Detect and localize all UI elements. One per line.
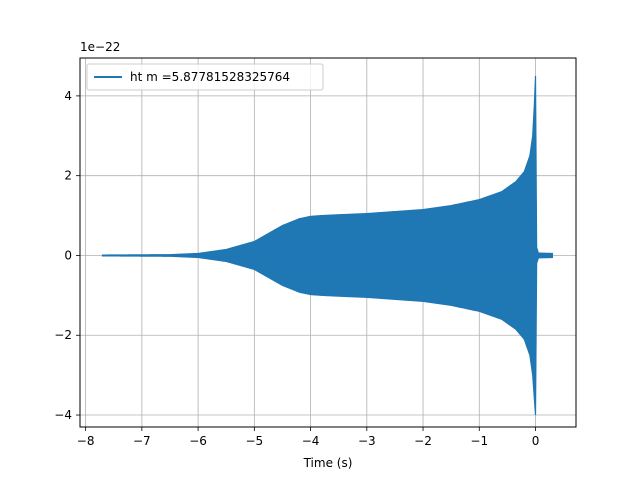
y-offset-label: 1e−22	[80, 40, 120, 54]
x-tick-label: −7	[133, 434, 151, 448]
legend-box	[86, 63, 324, 91]
axes-frame	[79, 57, 577, 428]
y-tick-label: −4	[54, 408, 72, 422]
x-tick-label: −4	[302, 434, 320, 448]
y-tick-label: 4	[64, 89, 72, 103]
x-tick-label: −1	[470, 434, 488, 448]
legend-label: ht m =5.87781528325764	[130, 70, 290, 84]
y-tick-label: 2	[64, 169, 72, 183]
y-tick-label: −2	[54, 328, 72, 342]
legend: ht m =5.87781528325764	[86, 63, 324, 91]
x-tick-label: −5	[245, 434, 263, 448]
x-tick-label: −8	[77, 434, 95, 448]
x-tick-label: −3	[358, 434, 376, 448]
x-axis-label: Time (s)	[303, 456, 353, 470]
x-tick-label: −2	[414, 434, 432, 448]
y-tick-label: 0	[64, 248, 72, 262]
axis-ticks: −8 −7 −6 −5 −4 −3 −2 −1 0 −4 −2 0 2 4	[54, 89, 539, 448]
x-tick-label: 0	[532, 434, 540, 448]
x-tick-label: −6	[189, 434, 207, 448]
plot-data	[101, 75, 553, 416]
waveform-envelope	[101, 75, 553, 416]
